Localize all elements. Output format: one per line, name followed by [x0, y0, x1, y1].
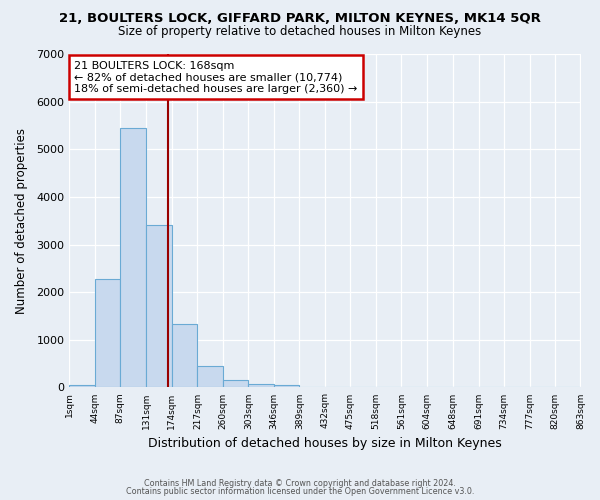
- Bar: [172, 324, 197, 388]
- X-axis label: Distribution of detached houses by size in Milton Keynes: Distribution of detached houses by size …: [148, 437, 502, 450]
- Text: Contains HM Land Registry data © Crown copyright and database right 2024.: Contains HM Land Registry data © Crown c…: [144, 478, 456, 488]
- Bar: [95, 279, 121, 388]
- Bar: [70, 385, 95, 388]
- Text: Contains public sector information licensed under the Open Government Licence v3: Contains public sector information licen…: [126, 487, 474, 496]
- Bar: [274, 385, 299, 388]
- Bar: [121, 128, 146, 388]
- Bar: [223, 380, 248, 388]
- Bar: [248, 384, 274, 388]
- Text: Size of property relative to detached houses in Milton Keynes: Size of property relative to detached ho…: [118, 25, 482, 38]
- Y-axis label: Number of detached properties: Number of detached properties: [15, 128, 28, 314]
- Text: 21 BOULTERS LOCK: 168sqm
← 82% of detached houses are smaller (10,774)
18% of se: 21 BOULTERS LOCK: 168sqm ← 82% of detach…: [74, 60, 358, 94]
- Bar: [197, 366, 223, 388]
- Text: 21, BOULTERS LOCK, GIFFARD PARK, MILTON KEYNES, MK14 5QR: 21, BOULTERS LOCK, GIFFARD PARK, MILTON …: [59, 12, 541, 26]
- Bar: [146, 224, 172, 388]
